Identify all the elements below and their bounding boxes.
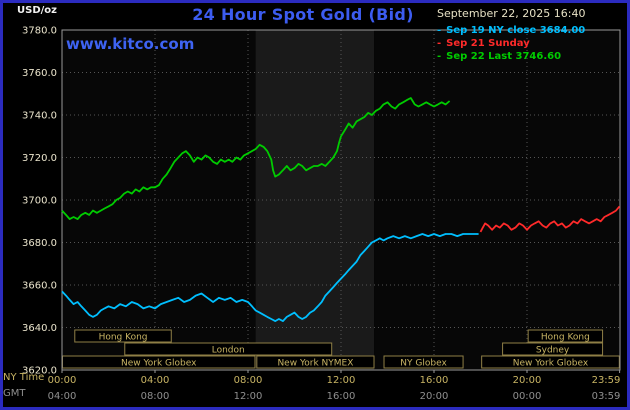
- chart-title: 24 Hour Spot Gold (Bid): [192, 5, 414, 24]
- y-tick-label: 3700.0: [22, 196, 57, 207]
- legend-dash-icon: -: [437, 38, 442, 49]
- ny-time-tick-label: 12:00: [327, 375, 356, 386]
- series-line-sep19-ny-close: [61, 233, 479, 323]
- y-tick-label: 3780.0: [22, 26, 57, 37]
- legend-item-sep19: - Sep 19 NY close 3684.00: [437, 24, 585, 37]
- session-box: [383, 355, 464, 369]
- session-label: Hong Kong: [99, 333, 148, 343]
- session-label: New York Globex: [121, 359, 197, 369]
- series-line-sep21-sunday: [479, 205, 621, 233]
- session-box: [124, 342, 333, 356]
- legend-item-sep21: - Sep 21 Sunday: [437, 37, 585, 50]
- ny-time-tick-label: 16:00: [420, 375, 449, 386]
- series-line-sep22-today: [61, 97, 451, 221]
- legend-label: Sep 19 NY close 3684.00: [446, 25, 586, 36]
- y-tick-label: 3760.0: [22, 68, 57, 79]
- y-tick-label: 3740.0: [22, 111, 57, 122]
- ny-time-tick-label: 23:59: [592, 375, 621, 386]
- y-tick-label: 3660.0: [22, 281, 57, 292]
- session-box: [74, 329, 172, 343]
- legend-dash-icon: -: [437, 25, 442, 36]
- session-label: London: [212, 346, 245, 356]
- gmt-tick-label: 12:00: [234, 391, 263, 402]
- ny-time-tick-label: 00:00: [48, 375, 77, 386]
- y-tick-label: 3680.0: [22, 238, 57, 249]
- session-label: Sydney: [536, 346, 570, 356]
- gmt-axis-label: GMT: [3, 388, 26, 399]
- session-box: [527, 329, 604, 343]
- legend-label: Sep 21 Sunday: [446, 38, 530, 49]
- gmt-tick-label: 03:59: [592, 391, 621, 402]
- legend-dash-icon: -: [437, 51, 442, 62]
- session-box: [481, 355, 620, 369]
- kitco-watermark-link[interactable]: www.kitco.com: [66, 35, 195, 53]
- gmt-tick-label: 20:00: [420, 391, 449, 402]
- session-box: [502, 342, 604, 356]
- session-label: New York Globex: [513, 359, 589, 369]
- y-tick-label: 3720.0: [22, 153, 57, 164]
- legend-item-sep22: - Sep 22 Last 3746.60: [437, 50, 585, 63]
- gmt-tick-label: 16:00: [327, 391, 356, 402]
- gmt-tick-label: 00:00: [513, 391, 542, 402]
- session-label: New York NYMEX: [277, 359, 353, 369]
- datetime-label: September 22, 2025 16:40: [437, 7, 586, 20]
- units-label: USD/oz: [17, 5, 57, 16]
- y-tick-label: 3640.0: [22, 323, 57, 334]
- session-box: [256, 355, 375, 369]
- legend-label: Sep 22 Last 3746.60: [446, 51, 562, 62]
- session-label: Hong Kong: [541, 333, 590, 343]
- ny-time-axis-label: NY Time: [3, 372, 45, 383]
- y-tick-label: 3620.0: [22, 366, 57, 377]
- session-label: NY Globex: [400, 359, 447, 369]
- ny-time-tick-label: 08:00: [234, 375, 263, 386]
- chart-info-panel: September 22, 2025 16:40 - Sep 19 NY clos…: [437, 7, 585, 63]
- gmt-tick-label: 08:00: [141, 391, 170, 402]
- gmt-tick-label: 04:00: [48, 391, 77, 402]
- ny-time-tick-label: 20:00: [513, 375, 542, 386]
- ny-time-tick-label: 04:00: [141, 375, 170, 386]
